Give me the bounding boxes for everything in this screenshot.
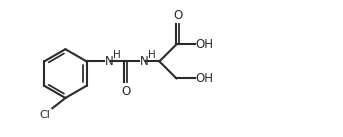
Text: O: O — [173, 9, 182, 22]
Text: H: H — [148, 50, 156, 60]
Text: OH: OH — [196, 38, 214, 51]
Text: H: H — [113, 50, 121, 60]
Text: N: N — [105, 55, 113, 68]
Text: N: N — [140, 55, 149, 68]
Text: O: O — [121, 85, 130, 98]
Text: Cl: Cl — [39, 109, 50, 119]
Text: OH: OH — [196, 72, 214, 85]
